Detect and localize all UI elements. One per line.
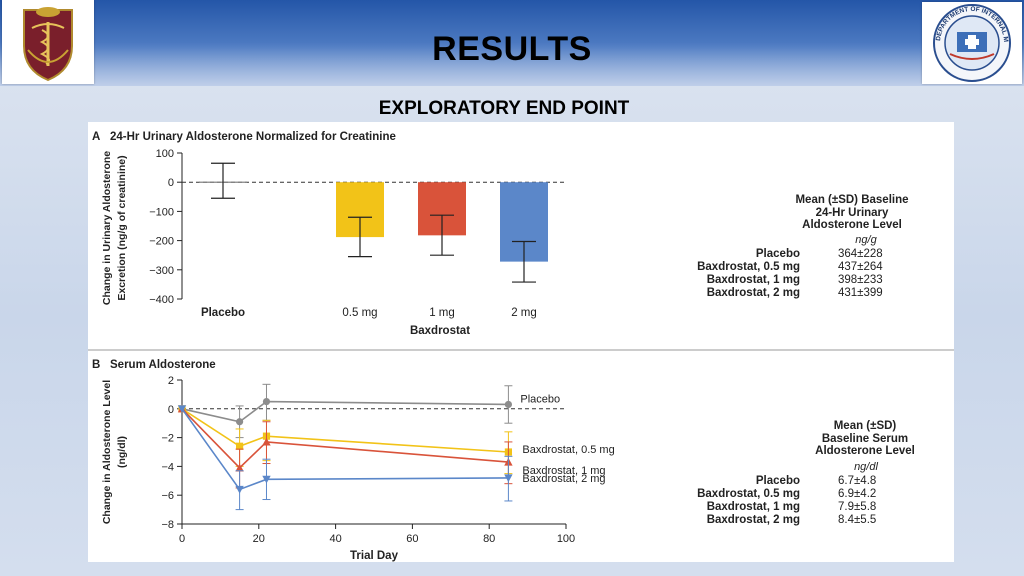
panel-b-x-tick-label: 40 (329, 533, 341, 545)
table-b-value: 7.9±5.8 (838, 501, 876, 513)
panel-a-plot: 100 0 −100 −200 −300 −400 Placebo 0.5 mg 1 mg 2 m… (149, 148, 566, 319)
panel-b-series-line (181, 408, 509, 491)
panel-a-ylabel-line1: Change in Urinary Aldosterone (101, 151, 113, 305)
panel-b-ylabel-line1: Change in Aldosterone Level (101, 380, 113, 524)
table-b-heading-2: Baseline Serum (822, 433, 908, 445)
panel-b-ylabel-line2: (ng/dl) (116, 436, 128, 468)
panel-a-y-tick-label: −100 (149, 206, 174, 218)
panel-b-x-tick-label: 80 (483, 533, 495, 545)
panel-a-y-tick-label: −200 (149, 236, 174, 248)
panel-a-category-label: 0.5 mg (342, 307, 377, 319)
panel-b-marker (262, 475, 271, 484)
panel-b-x-tick-label: 20 (253, 533, 265, 545)
panel-a-xlabel: Baxdrostat (410, 325, 470, 337)
table-a-heading-3: Aldosterone Level (802, 219, 902, 231)
panel-b-y-tick-label: −8 (161, 519, 174, 531)
panel-a-y-tick-label: 0 (168, 177, 174, 189)
panel-b-marker (262, 398, 271, 406)
table-b-label: Baxdrostat, 0.5 mg (697, 488, 800, 500)
panel-b-marker (235, 463, 244, 472)
panel-b-y-tick-label: −2 (161, 433, 174, 445)
page-title: RESULTS (432, 30, 592, 68)
table-a-label: Baxdrostat, 1 mg (707, 274, 800, 286)
table-b-unit: ng/dl (854, 461, 878, 473)
panel-a-y-tick-label: −400 (149, 294, 174, 306)
panel-b-series-line (181, 400, 509, 423)
panel-b-series-label: Baxdrostat, 0.5 mg (522, 444, 614, 456)
header-band (0, 0, 1024, 86)
panel-b-series-label: Baxdrostat, 2 mg (522, 473, 605, 485)
panel-a-title: 24-Hr Urinary Aldosterone Normalized for… (110, 131, 396, 143)
table-b-value: 6.7±4.8 (838, 475, 876, 487)
panel-b-letter: B (92, 359, 100, 371)
page-subtitle: EXPLORATORY END POINT (378, 98, 630, 119)
panel-a-category-label: 2 mg (511, 307, 537, 319)
table-a-label: Baxdrostat, 0.5 mg (697, 261, 800, 273)
panel-b-marker (236, 418, 244, 426)
right-logo: DEPARTMENT OF INTERNAL MEDICINE (920, 0, 1022, 84)
panel-a-ylabel-line2: Excretion (ng/g of creatinine) (116, 155, 128, 300)
panel-b-title: Serum Aldosterone (110, 359, 216, 371)
army-medical-crest-icon (2, 0, 94, 84)
table-b-label: Placebo (756, 475, 800, 487)
panel-b-y-tick-label: −6 (161, 490, 174, 502)
table-a-value: 431±399 (838, 287, 883, 299)
table-a-value: 364±228 (838, 248, 883, 260)
panel-b-baseline-table: Mean (±SD) Baseline Serum Aldosterone Le… (697, 420, 915, 526)
table-b-heading-1: Mean (±SD) (834, 420, 897, 432)
panel-a-category-label: Placebo (201, 307, 245, 319)
panel-b-series-line (181, 408, 509, 453)
table-a-heading-1: Mean (±SD) Baseline (795, 194, 908, 206)
panel-b-series-label: Placebo (520, 393, 560, 405)
panel-b-marker (235, 485, 244, 494)
left-logo (2, 0, 94, 84)
panel-b-y-tick-label: 2 (168, 375, 174, 387)
table-b-value: 6.9±4.2 (838, 488, 876, 500)
panel-b-x-tick-label: 60 (406, 533, 418, 545)
table-b-heading-3: Aldosterone Level (815, 445, 915, 457)
table-a-value: 437±264 (838, 261, 883, 273)
figure-svg: A 24-Hr Urinary Aldosterone Normalized f… (88, 131, 954, 562)
panel-b-series-line (181, 408, 509, 469)
panel-a-y-tick-label: −300 (149, 265, 174, 277)
panel-b-marker (236, 442, 244, 450)
panel-b-marker (504, 474, 513, 483)
panel-a-letter: A (92, 131, 100, 143)
panel-a-baseline-table: Mean (±SD) Baseline 24-Hr Urinary Aldost… (697, 194, 908, 299)
panel-b-marker (504, 400, 512, 409)
panel-b-y-tick-label: 0 (168, 404, 174, 416)
table-b-label: Baxdrostat, 1 mg (707, 501, 800, 513)
panel-b-marker (177, 405, 187, 413)
table-a-heading-2: 24-Hr Urinary (816, 207, 889, 219)
panel-a-y-tick-label: 100 (156, 148, 174, 160)
panel-b-x-tick-label: 100 (557, 533, 575, 545)
table-a-value: 398±233 (838, 274, 883, 286)
table-a-label: Baxdrostat, 2 mg (707, 287, 800, 299)
table-a-label: Placebo (756, 248, 800, 260)
table-b-label: Baxdrostat, 2 mg (707, 514, 800, 526)
panel-b-marker (262, 437, 271, 446)
table-b-value: 8.4±5.5 (838, 514, 876, 526)
panel-b-y-tick-label: −4 (161, 461, 174, 473)
department-of-internal-medicine-seal-icon: DEPARTMENT OF INTERNAL MEDICINE (920, 0, 1022, 84)
panel-a-category-label: 1 mg (429, 307, 455, 319)
table-a-unit: ng/g (855, 234, 877, 246)
panel-b-x-tick-label: 0 (179, 533, 185, 545)
figure-panel: A 24-Hr Urinary Aldosterone Normalized f… (88, 122, 954, 562)
panel-b-plot: 20−2−4−6−80 20 40 60 80 100PlaceboBaxdrostat,… (161, 375, 614, 545)
panel-b-series-label: Baxdrostat, 1 mg (522, 465, 605, 477)
panel-b-xlabel: Trial Day (350, 550, 399, 562)
